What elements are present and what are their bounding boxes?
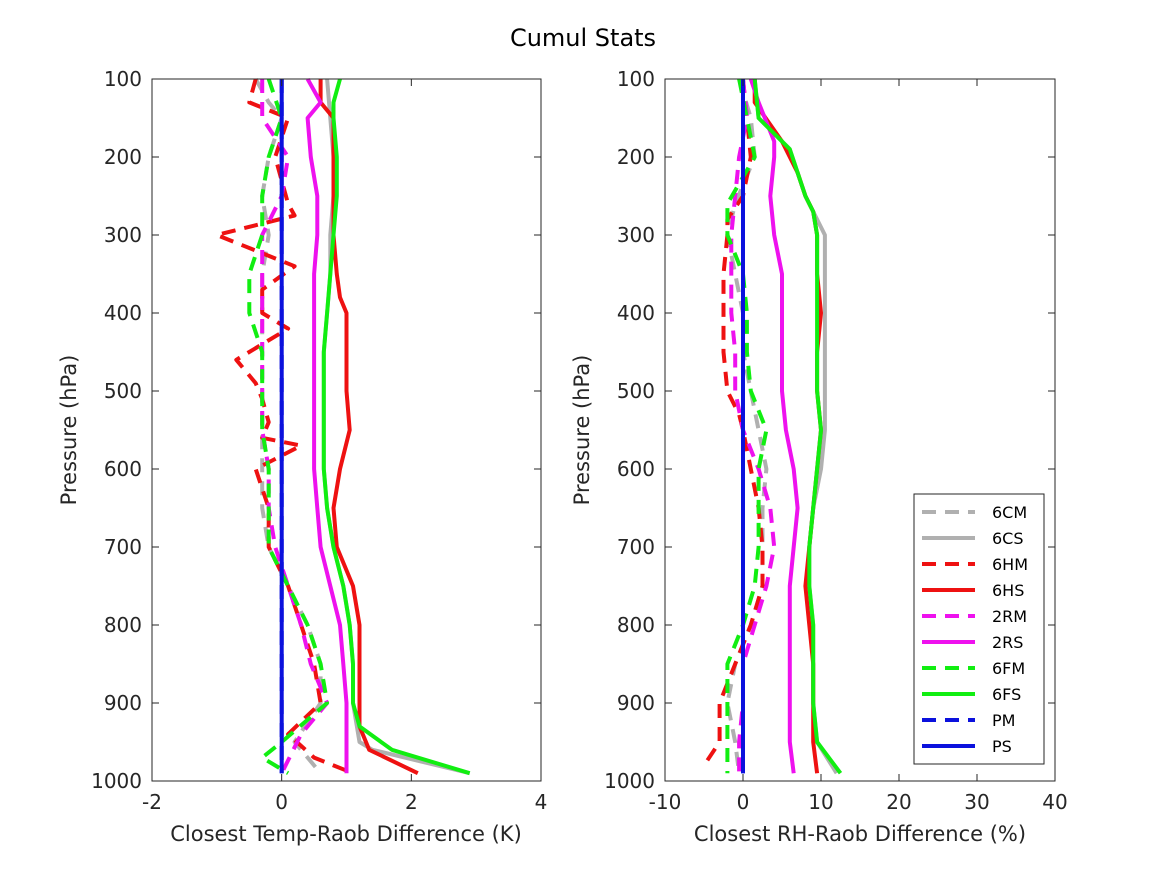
- temp-axes-frame: [151, 78, 542, 782]
- temp-y-axis-label: Pressure (hPa): [57, 355, 81, 506]
- y-tick-label: 900: [617, 691, 655, 715]
- y-tick-label: 800: [617, 613, 655, 637]
- x-tick-label: 4: [535, 790, 548, 814]
- y-tick-label: 500: [617, 379, 655, 403]
- series-line-6fm-panel-2: [725, 78, 769, 774]
- y-tick-label: 200: [617, 145, 655, 169]
- x-tick-label: 2: [405, 790, 418, 814]
- y-tick-label: 400: [104, 301, 142, 325]
- temp-difference-panel: -2 0 2 4 100 200 300 400 500 600 700 800 900 1000 Clo…: [57, 67, 547, 846]
- x-tick-label: -10: [649, 790, 682, 814]
- x-tick-label: 0: [275, 790, 288, 814]
- legend-box: [913, 493, 1045, 765]
- y-tick-label: 600: [104, 457, 142, 481]
- y-tick-label: 100: [617, 67, 655, 91]
- y-tick-label: 800: [104, 613, 142, 637]
- y-tick-label: 700: [617, 535, 655, 559]
- rh-series-layer: [702, 78, 843, 775]
- series-line-6hs-panel-1: [318, 79, 419, 776]
- legend-label-6fs: 6FS: [992, 685, 1021, 704]
- legend-label-pm: PM: [992, 711, 1015, 730]
- temp-series-layer: [214, 78, 471, 776]
- y-tick-label: 500: [104, 379, 142, 403]
- series-line-2rm-panel-1: [260, 79, 330, 775]
- series-line-2rs-panel-2: [748, 78, 800, 774]
- rh-axes-frame: [664, 78, 1056, 782]
- legend-label-6cm: 6CM: [992, 503, 1027, 522]
- legend-label-ps: PS: [992, 737, 1012, 756]
- y-tick-label: 1000: [91, 769, 142, 793]
- x-tick-label: 0: [737, 790, 750, 814]
- x-tick-label: 20: [886, 790, 911, 814]
- rh-difference-panel: -10 0 10 20 30 40 100 200 300 400 500 600 700 800 900 1…: [570, 67, 1068, 846]
- y-tick-label: 200: [104, 145, 142, 169]
- series-line-6fm-panel-1: [247, 78, 330, 775]
- legend-label-2rs: 2RS: [992, 633, 1023, 652]
- series-line-6fs-panel-1: [321, 78, 471, 776]
- series-line-6cs-panel-2: [752, 78, 839, 775]
- legend-label-6fm: 6FM: [992, 659, 1025, 678]
- y-tick-label: 300: [617, 223, 655, 247]
- rh-ticks: -10 0 10 20 30 40 100 200 300 400 500 600 700 800 900 1…: [604, 67, 1068, 814]
- x-tick-label: -2: [142, 790, 162, 814]
- series-line-6fs-panel-2: [752, 78, 843, 775]
- legend-label-6hm: 6HM: [992, 555, 1028, 574]
- series-line-6hm-panel-2: [702, 78, 765, 767]
- rh-x-axis-label: Closest RH-Raob Difference (%): [694, 822, 1026, 846]
- x-tick-label: 30: [964, 790, 989, 814]
- y-tick-label: 700: [104, 535, 142, 559]
- y-tick-label: 100: [104, 67, 142, 91]
- temp-ticks: -2 0 2 4 100 200 300 400 500 600 700 800 900 1000: [91, 67, 547, 814]
- legend-items: 6CM 6CS 6HM 6HS 2RM 2RS 6FM 6FS PM PS: [922, 503, 1028, 756]
- temp-x-axis-label: Closest Temp-Raob Difference (K): [170, 822, 522, 846]
- legend-label-6cs: 6CS: [992, 529, 1024, 548]
- series-line-2rm-panel-2: [729, 78, 777, 774]
- series-line-2rs-panel-1: [305, 78, 349, 774]
- rh-y-axis-label: Pressure (hPa): [570, 355, 594, 506]
- x-tick-label: 10: [808, 790, 833, 814]
- y-tick-label: 900: [104, 691, 142, 715]
- legend: 6CM 6CS 6HM 6HS 2RM 2RS 6FM 6FS PM PS: [913, 493, 1045, 765]
- y-tick-label: 1000: [604, 769, 655, 793]
- y-tick-label: 300: [104, 223, 142, 247]
- figure-title: Cumul Stats: [510, 24, 656, 52]
- legend-label-6hs: 6HS: [992, 581, 1024, 600]
- legend-label-2rm: 2RM: [992, 607, 1027, 626]
- y-tick-label: 600: [617, 457, 655, 481]
- x-tick-label: 40: [1042, 790, 1067, 814]
- y-tick-label: 400: [617, 301, 655, 325]
